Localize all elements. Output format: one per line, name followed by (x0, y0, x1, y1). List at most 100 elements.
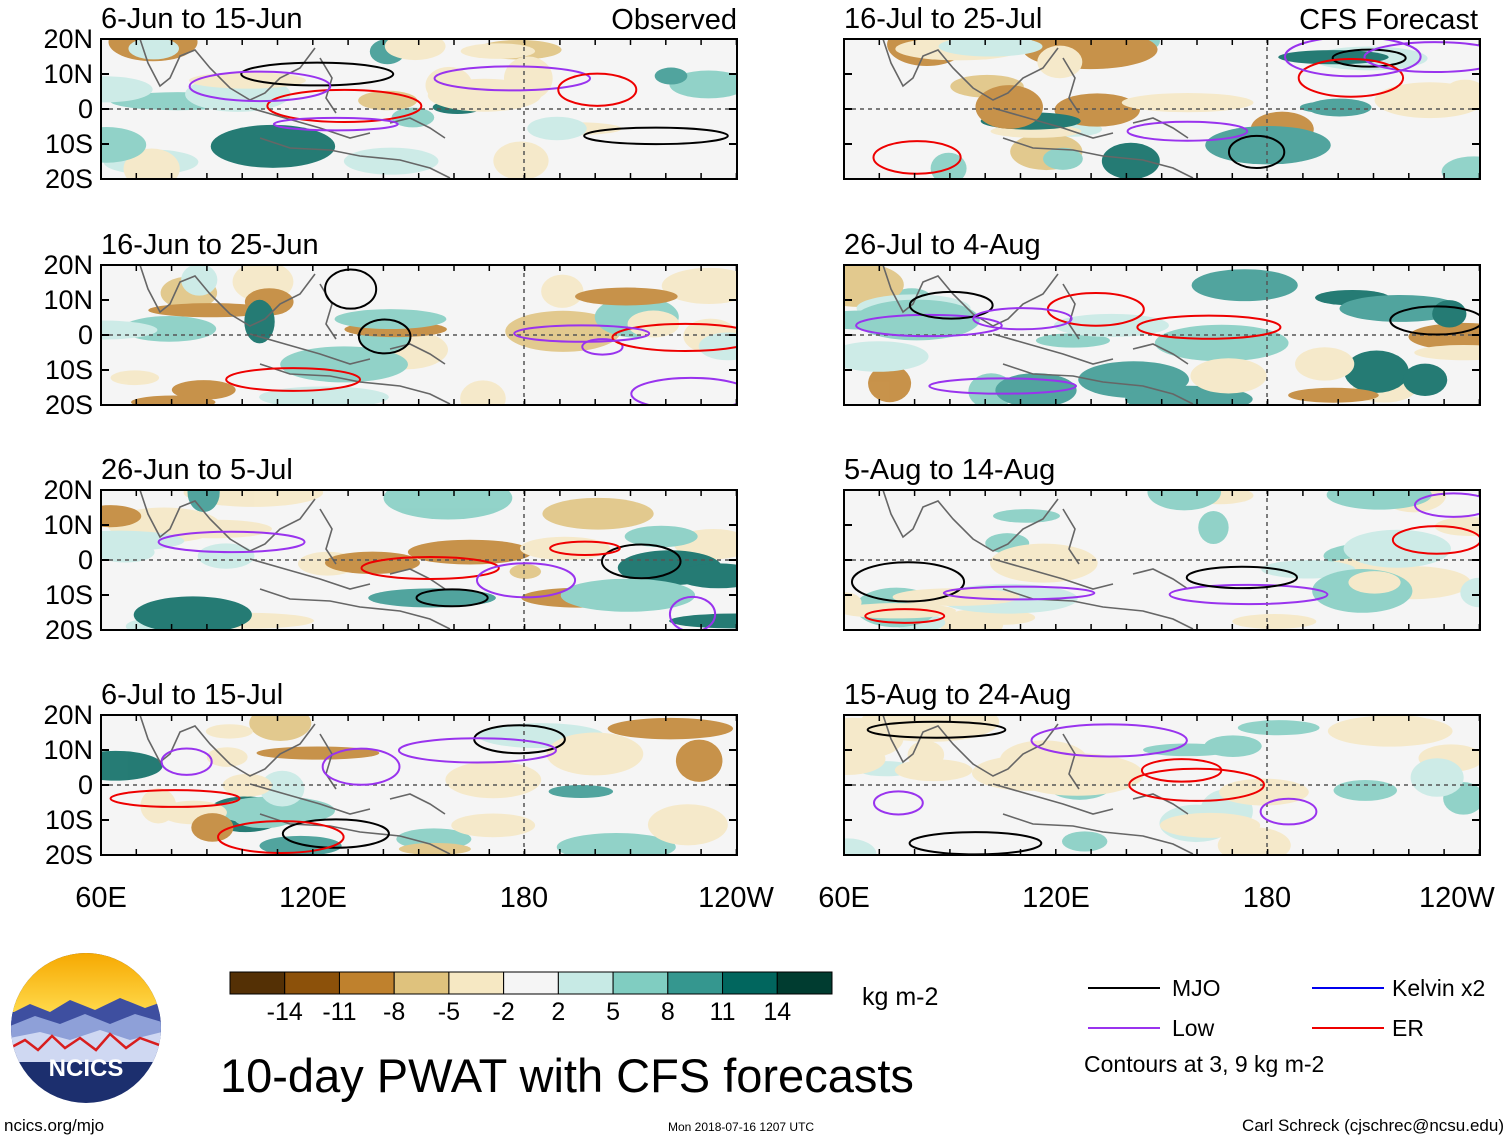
colorbar-tick-label: -11 (322, 998, 357, 1026)
panel-title: 16-Jul to 25-Jul (844, 3, 1043, 35)
forecast-label: CFS Forecast (1299, 4, 1478, 36)
contour-line (872, 790, 924, 816)
anomaly-region (1043, 147, 1083, 170)
anomaly-region (675, 739, 723, 782)
anomaly-region (575, 287, 678, 306)
contour-line (1126, 120, 1249, 142)
contour-line (217, 820, 345, 855)
anomaly-region (989, 543, 1098, 583)
coastline (992, 107, 1114, 139)
anomaly-region (627, 310, 680, 338)
coastline (389, 793, 446, 815)
coastline (259, 588, 451, 630)
anomaly-region (451, 813, 536, 838)
coastline (319, 508, 337, 565)
panel-title: 6-Jul to 15-Jul (101, 679, 284, 711)
contour-line (433, 65, 592, 92)
anomaly-region (123, 148, 180, 180)
contour-line (1389, 305, 1481, 336)
coastline (249, 783, 371, 815)
coastline (249, 333, 371, 365)
colorbar-swatch (393, 971, 450, 995)
contour-line (942, 585, 1096, 601)
contour-line (1331, 48, 1407, 68)
contour-line (324, 268, 378, 310)
legend-kelvin-line (1312, 987, 1384, 989)
coastline (1002, 363, 1194, 405)
colorbar-tick-label: 5 (606, 998, 621, 1026)
anomaly-region (358, 90, 418, 111)
anomaly-region (407, 539, 533, 565)
colorbar-swatch (448, 971, 505, 995)
anomaly-region (188, 72, 306, 89)
coastline (992, 333, 1114, 365)
y-tick-label: 10S (44, 580, 93, 610)
footer-timestamp: Mon 2018-07-16 1207 UTC (668, 1120, 815, 1134)
anomaly-region (967, 610, 1036, 625)
colorbar-swatch (722, 971, 778, 995)
anomaly-region (607, 717, 734, 740)
figure-title: 10-day PWAT with CFS forecasts (220, 1049, 914, 1102)
anomaly-region (197, 543, 255, 569)
anomaly-region (1344, 350, 1409, 393)
anomaly-region (843, 592, 862, 613)
contour-line (1128, 767, 1266, 802)
contour-line (240, 61, 395, 87)
panel-title: 6-Jun to 15-Jun (101, 3, 303, 35)
anomaly-region (398, 842, 471, 856)
contour-line (908, 290, 994, 320)
x-tick-label: 120W (698, 882, 774, 914)
legend-er-label: ER (1392, 1015, 1424, 1041)
colorbar-swatch (776, 971, 833, 995)
legend-mjo-label: MJO (1172, 975, 1221, 1001)
anomaly-region (100, 750, 163, 781)
contour-line (668, 595, 717, 631)
contour-line (281, 818, 390, 849)
colorbar-tick-label: -5 (437, 998, 461, 1026)
anomaly-region (171, 380, 236, 400)
anomaly-region (100, 505, 142, 528)
coastline (389, 568, 446, 590)
legend-er-line (1312, 1027, 1384, 1029)
coastline (1132, 568, 1189, 590)
anomaly-region (1339, 295, 1462, 322)
anomaly-region (1205, 125, 1331, 165)
colorbar-tick-label: -2 (492, 998, 515, 1026)
anomaly-region (654, 67, 688, 85)
panel-title: 26-Jun to 5-Jul (101, 454, 293, 486)
coastline (882, 489, 1059, 552)
anomaly-region (509, 564, 542, 579)
colorbar-unit: kg m-2 (862, 983, 939, 1011)
anomaly-region (930, 152, 967, 180)
anomaly-region (1035, 333, 1110, 348)
contour-note: Contours at 3, 9 kg m-2 (1084, 1051, 1325, 1077)
colorbar-swatch (503, 971, 559, 995)
colorbar-tick-label: 2 (551, 998, 566, 1026)
panel-title: 26-Jul to 4-Aug (844, 229, 1041, 261)
anomaly-region (1402, 363, 1448, 396)
footer-site: ncics.org/mjo (4, 1116, 105, 1135)
colorbar-swatch (284, 971, 340, 995)
anomaly-region (280, 346, 408, 383)
anomaly-region (1295, 347, 1355, 381)
y-tick-label: 10N (43, 285, 93, 315)
coastline (259, 813, 451, 855)
y-tick-label: 20S (44, 164, 93, 194)
anomaly-region (624, 525, 698, 548)
contour-line (1297, 57, 1405, 98)
coastline (389, 117, 446, 139)
anomaly-region (698, 332, 738, 361)
contour-line (397, 737, 557, 764)
coastline (1062, 283, 1080, 340)
pwat-map-panel (843, 714, 1481, 856)
contour-line (928, 377, 1078, 395)
anomaly-region (1061, 831, 1108, 852)
anomaly-region (206, 747, 248, 767)
contour-line (160, 747, 213, 776)
anomaly-region (260, 770, 305, 807)
anomaly-region (556, 833, 676, 856)
contour-line (972, 307, 1073, 331)
y-tick-label: 10S (44, 805, 93, 835)
anomaly-region (1198, 510, 1229, 544)
anomaly-region (1432, 300, 1467, 328)
